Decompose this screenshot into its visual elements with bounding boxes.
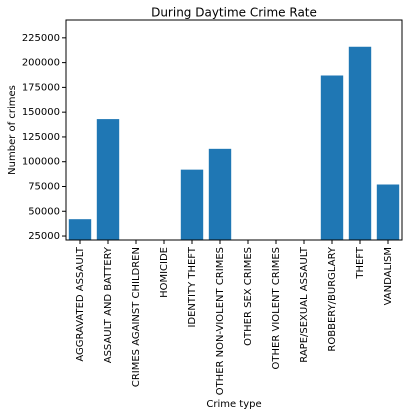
bar: [180, 169, 204, 240]
y-tick-label: 125000: [22, 132, 60, 143]
x-tick-label: HOMICIDE: [159, 247, 170, 298]
chart-title: During Daytime Crime Rate: [151, 6, 317, 20]
plot-frame: [65, 19, 403, 241]
bar: [208, 148, 232, 240]
x-tick-label: ROBBERY/BURGLARY: [327, 246, 338, 351]
bar: [376, 184, 400, 240]
x-tick-label: AGGRAVATED ASSAULT: [75, 246, 86, 362]
x-tick-label: ASSAULT AND BATTERY: [103, 246, 114, 363]
bar: [96, 119, 120, 240]
x-tick-label: VANDALISM: [383, 247, 394, 305]
x-tick-label: CRIMES AGAINST CHILDREN: [131, 247, 142, 387]
x-tick-label: OTHER VIOLENT CRIMES: [271, 247, 282, 369]
x-tick-label: RAPE/SEXUAL ASSAULT: [299, 246, 310, 363]
y-tick-label: 50000: [28, 206, 60, 217]
bar: [68, 219, 92, 240]
x-tick-label: OTHER SEX CRIMES: [243, 247, 254, 346]
x-tick-label: THEFT: [355, 246, 366, 280]
y-tick-label: 175000: [22, 82, 60, 93]
bar: [320, 75, 344, 240]
bars: [68, 46, 400, 240]
y-tick-label: 100000: [22, 157, 60, 168]
y-tick-label: 25000: [28, 231, 60, 242]
bar: [348, 46, 372, 240]
x-tick-label: IDENTITY THEFT: [187, 246, 198, 327]
x-axis-label: Crime type: [206, 399, 261, 410]
y-tick-label: 225000: [22, 33, 60, 44]
y-tick-label: 200000: [22, 58, 60, 69]
y-axis-label: Number of crimes: [7, 85, 18, 175]
y-tick-label: 75000: [28, 181, 60, 192]
y-tick-label: 150000: [22, 107, 60, 118]
x-tick-label: OTHER NON-VIOLENT CRIMES: [215, 247, 226, 395]
